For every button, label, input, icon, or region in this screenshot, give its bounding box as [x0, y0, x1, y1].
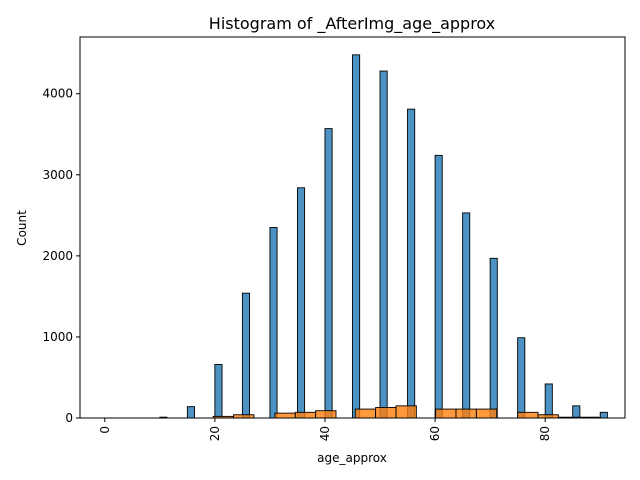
bar-series1-6: [324, 128, 333, 419]
y-tick-label-1: 1000: [42, 330, 73, 344]
x-tick-label-3: 60: [428, 426, 442, 441]
y-tick-label-0: 0: [65, 411, 73, 425]
x-tick-label-2: 40: [318, 426, 332, 441]
x-tick-label-4: 80: [538, 426, 552, 441]
y-tick-label-2: 2000: [42, 249, 73, 263]
bar-series1-9: [407, 108, 416, 419]
axes-frame: [79, 36, 626, 419]
bar-series1-8: [379, 70, 388, 419]
bar-series2-10: [475, 408, 498, 419]
bar-series2-8: [435, 408, 457, 419]
y-axis: 0 1000 2000 3000 4000: [42, 87, 80, 425]
y-tick-label-3: 3000: [42, 168, 73, 182]
bar-series2-7: [395, 405, 417, 419]
bar-series2-2: [274, 412, 296, 419]
bar-series2-5: [354, 408, 377, 419]
bar-series1-2: [214, 364, 223, 419]
bar-series1-10: [434, 154, 443, 419]
y-axis-label: Count: [15, 210, 29, 246]
bar-series1-16: [599, 411, 608, 419]
x-axis-label: age_approx: [317, 451, 387, 465]
bar-series1-3: [241, 292, 251, 419]
bar-series1-15: [572, 405, 581, 419]
chart-title: Histogram of _AfterImg_age_approx: [209, 14, 495, 34]
x-axis: 0 20 40 60 80: [98, 418, 552, 441]
bar-series1-13: [517, 337, 526, 419]
y-tick-label-4: 4000: [42, 87, 73, 101]
plot-area: [159, 54, 608, 419]
bar-series2-11: [517, 411, 539, 419]
bar-series2-4: [315, 410, 337, 419]
bar-series2-6: [375, 407, 397, 419]
x-tick-label-1: 20: [208, 426, 222, 441]
x-tick-label-0: 0: [98, 426, 112, 434]
bar-series1-11: [462, 212, 471, 419]
bar-series1-1: [186, 406, 195, 419]
bar-series1-7: [352, 54, 361, 419]
bar-series1-5: [297, 187, 306, 419]
bar-series2-3: [294, 411, 317, 419]
bar-series2-9: [455, 408, 477, 419]
bar-series1-14: [544, 383, 553, 419]
bar-series1-12: [489, 257, 498, 419]
bar-series1-4: [269, 227, 278, 419]
